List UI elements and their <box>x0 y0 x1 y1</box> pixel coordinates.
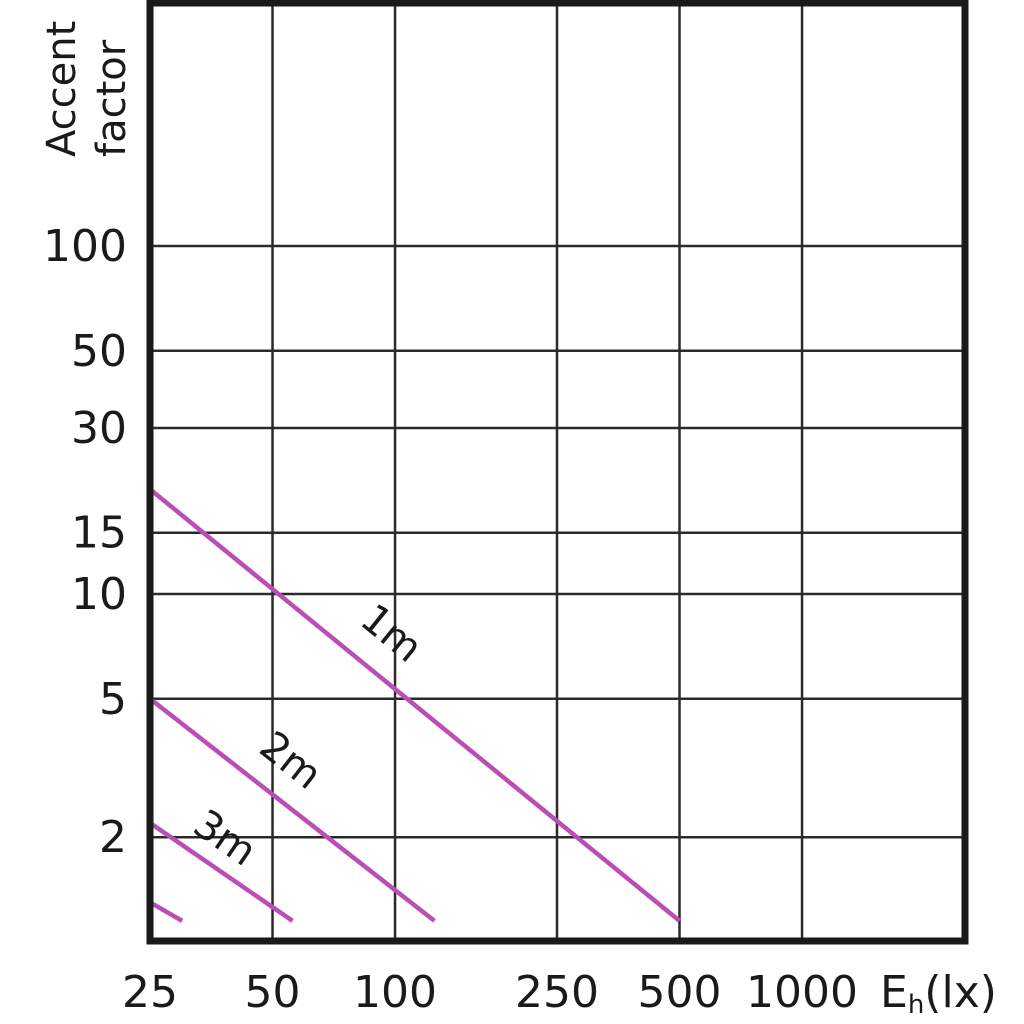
series-line <box>148 820 294 923</box>
series-lines <box>148 487 681 923</box>
plot-frame <box>146 0 969 945</box>
curve-label: 1m <box>352 595 431 671</box>
x-tick-labels: 25 50 100 250 500 1000 <box>122 967 858 1018</box>
x-axis-unit: (lx) <box>924 967 997 1018</box>
series-line <box>148 900 184 923</box>
y-tick-label: 30 <box>71 403 127 454</box>
grid <box>150 3 965 941</box>
y-tick-label: 100 <box>43 221 127 272</box>
x-axis-label: E <box>880 967 908 1018</box>
x-tick-label: 50 <box>245 967 301 1018</box>
curve-label: 3m <box>185 801 264 875</box>
y-tick-labels: 2 5 10 15 30 50 100 <box>43 221 127 863</box>
x-axis-title: Eh(lx) <box>880 967 997 1020</box>
x-tick-label: 500 <box>638 967 722 1018</box>
y-tick-label: 2 <box>99 812 127 863</box>
y-tick-label: 5 <box>99 674 127 725</box>
x-tick-label: 25 <box>122 967 178 1018</box>
y-tick-label: 10 <box>71 569 127 620</box>
series-line <box>148 696 436 923</box>
series-line <box>148 487 681 923</box>
y-tick-label: 15 <box>71 508 127 559</box>
x-tick-label: 250 <box>515 967 599 1018</box>
y-axis-title: Accent factor <box>39 21 135 157</box>
x-axis-subscript: h <box>908 990 924 1020</box>
x-tick-label: 100 <box>353 967 437 1018</box>
y-tick-label: 50 <box>71 326 127 377</box>
y-axis-label-line2: factor <box>89 39 135 157</box>
x-tick-label: 1000 <box>746 967 858 1018</box>
y-axis-label-line1: Accent <box>39 21 85 157</box>
